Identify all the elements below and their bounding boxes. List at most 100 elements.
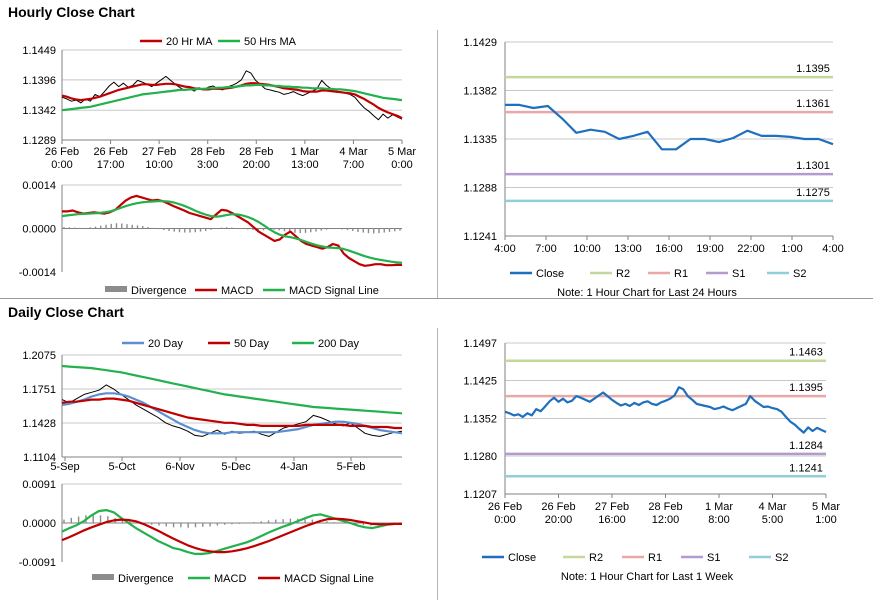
legend-label: MACD Signal Line (284, 573, 374, 585)
hourly-section-title: Hourly Close Chart (8, 4, 135, 20)
y-tick-label: 1.1449 (22, 45, 56, 57)
legend-label: Close (508, 552, 536, 564)
y-tick-label: 1.1396 (22, 75, 56, 87)
x-tick-label: 20:00 (545, 514, 573, 526)
y-tick-label: 1.1289 (22, 135, 56, 147)
x-tick-label: 3:00 (197, 159, 218, 171)
legend-label: R1 (648, 552, 662, 564)
y-tick-label: -0.0091 (19, 557, 56, 569)
x-tick-label: 5-Oct (109, 461, 136, 473)
legend-label: 50 Day (234, 338, 269, 350)
x-tick-label: 28 Feb (648, 501, 682, 513)
x-tick-label: 1 Mar (705, 501, 733, 513)
legend-label: S2 (793, 268, 806, 280)
level-label-s1: 1.1284 (789, 440, 823, 452)
x-tick-label: 1:00 (781, 243, 802, 255)
y-tick-label: 1.1497 (463, 338, 497, 350)
legend-swatch (105, 286, 127, 292)
legend-label: MACD (221, 285, 253, 297)
x-tick-label: 1 Mar (291, 146, 319, 158)
x-tick-label: 5 Mar (388, 146, 416, 158)
x-tick-label: 17:00 (97, 159, 125, 171)
series-line-close (504, 386, 827, 434)
series-line-macd (61, 509, 402, 556)
y-tick-label: 1.1382 (463, 86, 497, 98)
legend-label: S1 (732, 268, 745, 280)
series-line-50-hrs-ma (61, 83, 403, 112)
x-tick-label: 0:00 (51, 159, 72, 171)
x-tick-label: 27 Feb (595, 501, 629, 513)
series-line-50-day (61, 397, 402, 430)
y-tick-label: 1.1751 (22, 384, 56, 396)
hourly-column-divider (437, 30, 438, 298)
y-tick-label: 0.0014 (22, 180, 56, 192)
y-tick-label: 1.1425 (463, 375, 497, 387)
level-label-s2: 1.1275 (796, 187, 830, 199)
legend-label: 50 Hrs MA (244, 36, 297, 48)
chart-note: Note: 1 Hour Chart for Last 1 Week (561, 571, 734, 583)
x-tick-label: 5-Dec (221, 461, 251, 473)
x-tick-label: 4 Mar (339, 146, 367, 158)
x-tick-label: 1:00 (815, 514, 836, 526)
x-tick-label: 6-Nov (165, 461, 195, 473)
x-tick-label: 12:00 (652, 514, 680, 526)
y-tick-label: 1.1342 (22, 105, 56, 117)
hourly-macd-chart: 0.0014 0.0000 -0.0014 Divergence MACD MACD Si… (19, 180, 403, 297)
level-label-r2: 1.1395 (796, 63, 830, 75)
y-tick-label: 1.1335 (463, 134, 497, 146)
legend-label: 20 Hr MA (166, 36, 213, 48)
legend-label: Close (536, 268, 564, 280)
x-tick-label: 16:00 (655, 243, 683, 255)
x-tick-label: 7:00 (535, 243, 556, 255)
y-tick-label: 1.1207 (463, 489, 497, 501)
x-tick-label: 22:00 (737, 243, 765, 255)
x-tick-label: 10:00 (573, 243, 601, 255)
x-tick-label: 8:00 (708, 514, 729, 526)
level-label-s1: 1.1301 (796, 160, 830, 172)
x-tick-label: 4:00 (494, 243, 515, 255)
legend-label: R2 (616, 268, 630, 280)
legend-label: MACD Signal Line (289, 285, 379, 297)
y-tick-label: 0.0000 (22, 518, 56, 530)
series-line-macd-signal-line (61, 517, 402, 554)
x-tick-label: 10:00 (145, 159, 173, 171)
series-line-macd-signal-line (61, 200, 403, 264)
x-tick-label: 5-Sep (50, 461, 79, 473)
x-tick-label: 0:00 (494, 514, 515, 526)
y-tick-label: 1.1429 (463, 37, 497, 49)
x-tick-label: 28 Feb (239, 146, 273, 158)
x-tick-label: 5:00 (762, 514, 783, 526)
level-label-r1: 1.1361 (796, 98, 830, 110)
series-line-macd (62, 194, 402, 267)
x-tick-label: 5-Feb (337, 461, 366, 473)
y-tick-label: -0.0014 (19, 267, 56, 279)
x-tick-label: 4 Mar (758, 501, 786, 513)
series-line-200-day (61, 364, 403, 415)
legend-label: S2 (775, 552, 788, 564)
x-tick-label: 0:00 (391, 159, 412, 171)
level-label-r2: 1.1463 (789, 347, 823, 359)
daily-section-title: Daily Close Chart (8, 304, 124, 320)
x-tick-label: 26 Feb (93, 146, 127, 158)
legend-label: R1 (674, 268, 688, 280)
legend-label: 200 Day (318, 338, 359, 350)
section-divider (0, 298, 873, 299)
level-label-s2: 1.1241 (789, 462, 823, 474)
x-tick-label: 19:00 (696, 243, 724, 255)
legend-label: Divergence (131, 285, 187, 297)
y-tick-label: 1.1241 (463, 231, 497, 243)
y-tick-label: 0.0091 (22, 479, 56, 491)
y-tick-label: 1.1104 (23, 452, 56, 464)
legend-label: S1 (707, 552, 720, 564)
y-tick-label: 0.0000 (22, 224, 56, 236)
x-tick-label: 20:00 (243, 159, 271, 171)
x-tick-label: 28 Feb (191, 146, 225, 158)
legend-label: Divergence (118, 573, 174, 585)
x-tick-label: 5 Mar (812, 501, 840, 513)
y-tick-label: 1.1428 (22, 418, 56, 430)
x-tick-label: 13:00 (614, 243, 642, 255)
